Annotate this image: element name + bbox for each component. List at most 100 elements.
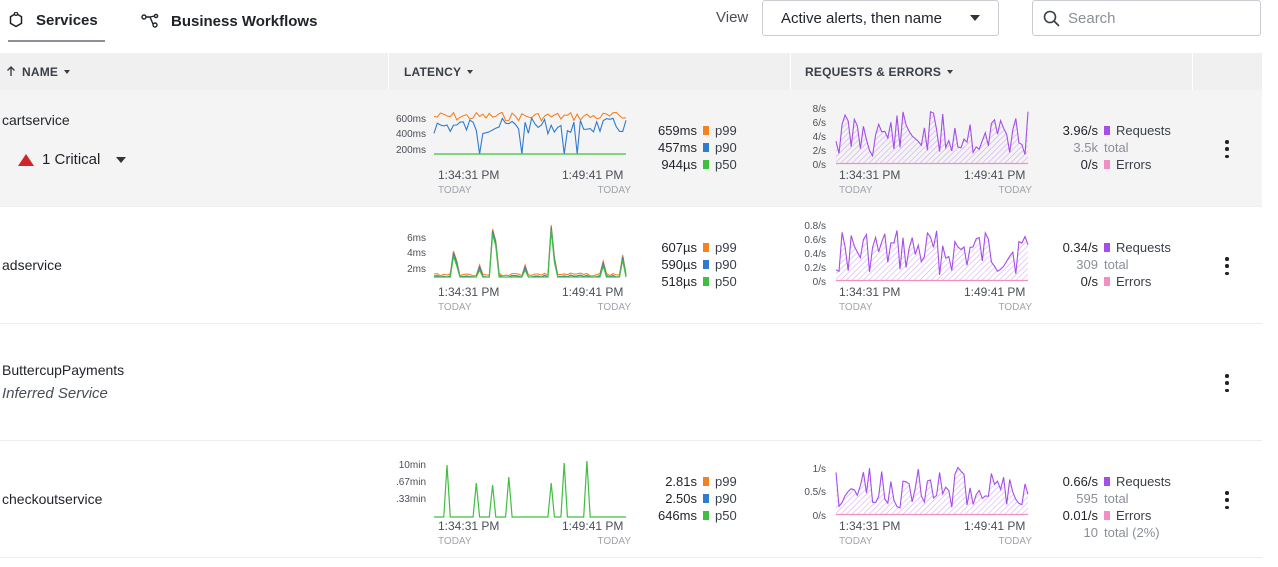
search-icon: [1043, 10, 1060, 26]
view-dropdown[interactable]: Active alerts, then name: [762, 0, 999, 36]
errors-total-label: total (2%): [1104, 525, 1160, 540]
legend-errors: 0/s Errors: [1046, 273, 1171, 290]
x-tick-sublabel: TODAY: [998, 185, 1032, 196]
requests-legend: 0.66/s Requests 595 total 0.01/s Errors 10 t…: [1046, 473, 1171, 541]
x-tick-label: 1:34:31 PM: [438, 519, 499, 533]
requests-swatch: [1104, 243, 1110, 252]
column-divider: [790, 53, 791, 90]
service-name[interactable]: cartservice: [2, 112, 70, 128]
requests-area: [836, 230, 1028, 281]
table-row[interactable]: checkoutservice 10min .67min .33min 1:34…: [0, 441, 1262, 558]
column-divider: [1192, 53, 1193, 90]
p99-label: p99: [715, 240, 737, 255]
service-name[interactable]: adservice: [2, 257, 62, 273]
y-tick-label: 4/s: [813, 132, 826, 143]
alert-badge[interactable]: 1 Critical: [18, 151, 127, 168]
caret-down-icon: [467, 69, 474, 74]
requests-area: [836, 111, 1028, 164]
x-tick-label: 1:34:31 PM: [839, 519, 900, 533]
services-hexagon-icon: [9, 12, 23, 28]
service-subtitle: Inferred Service: [2, 385, 108, 402]
x-tick-label: 1:49:41 PM: [964, 519, 1025, 533]
column-header-latency[interactable]: LATENCY: [404, 53, 474, 90]
service-name[interactable]: checkoutservice: [2, 491, 103, 507]
p50-value: 646ms: [657, 508, 697, 523]
y-tick-label: 4ms: [407, 248, 426, 259]
critical-triangle-icon: [18, 153, 34, 166]
requests-chart[interactable]: 1/s 0.5/s 0/s 1:34:31 PM 1:49:41 PM TODA…: [792, 455, 1042, 550]
latency-chart[interactable]: 10min .67min .33min 1:34:31 PM 1:49:41 P…: [390, 455, 640, 550]
legend-total: 309 total: [1046, 256, 1171, 273]
row-menu-icon[interactable]: [1220, 255, 1234, 277]
tab-services[interactable]: Services: [8, 0, 105, 42]
legend-p99: 2.81s p99: [647, 473, 737, 490]
y-tick-label: 2ms: [407, 264, 426, 275]
p50-swatch: [703, 277, 709, 286]
y-tick-label: 6/s: [813, 118, 826, 129]
x-tick-sublabel: TODAY: [438, 536, 472, 547]
column-header-requests[interactable]: REQUESTS & ERRORS: [805, 53, 954, 90]
x-tick-sublabel: TODAY: [998, 536, 1032, 547]
y-tick-label: 0.2/s: [804, 263, 826, 274]
search-box[interactable]: [1032, 0, 1261, 36]
requests-rate: 3.96/s: [1062, 123, 1098, 138]
row-menu-icon[interactable]: [1220, 372, 1234, 394]
column-header-name[interactable]: NAME: [6, 53, 71, 90]
errors-rate: 0/s: [1080, 274, 1098, 289]
x-tick-sublabel: TODAY: [597, 536, 631, 547]
latency-p90-line: [433, 116, 627, 155]
x-tick-label: 1:49:41 PM: [964, 285, 1025, 299]
y-tick-label: 8/s: [813, 104, 826, 115]
errors-label: Errors: [1116, 508, 1152, 523]
table-row[interactable]: ButtercupPayments Inferred Service: [0, 324, 1262, 441]
legend-p90: 590µs p90: [647, 256, 736, 273]
table-row[interactable]: adservice 6ms 4ms 2ms 1:34:31 PM 1:49:41…: [0, 207, 1262, 324]
requests-total-label: total: [1104, 491, 1129, 506]
requests-chart[interactable]: 8/s 6/s 4/s 2/s 0/s 1:34:31 PM 1:49:41 P…: [792, 104, 1042, 199]
requests-label: Requests: [1116, 240, 1171, 255]
top-bar: Services Business Workflows View Active …: [0, 0, 1278, 50]
p99-value: 659ms: [657, 123, 697, 138]
legend-p50: 518µs p50: [647, 273, 736, 290]
legend-p99: 607µs p99: [647, 239, 737, 256]
y-tick-label: 0/s: [813, 511, 826, 522]
tab-services-label: Services: [36, 11, 98, 29]
legend-errors: 0.01/s Errors: [1046, 507, 1171, 524]
y-tick-label: 1/s: [813, 464, 826, 475]
errors-total: 10: [1083, 525, 1098, 540]
y-tick-label: 0.5/s: [804, 487, 826, 498]
errors-rate: 0/s: [1080, 157, 1098, 172]
p99-label: p99: [715, 123, 737, 138]
p50-label: p50: [715, 508, 737, 523]
latency-chart[interactable]: 6ms 4ms 2ms 1:34:31 PM 1:49:41 PM TODAY …: [390, 221, 640, 316]
x-tick-label: 1:49:41 PM: [562, 285, 623, 299]
x-tick-label: 1:34:31 PM: [438, 168, 499, 182]
service-name[interactable]: ButtercupPayments: [2, 362, 125, 378]
p90-label: p90: [715, 491, 737, 506]
latency-p50-line: [434, 229, 627, 278]
requests-line: [835, 111, 1029, 158]
y-tick-label: 0.8/s: [804, 221, 826, 232]
row-menu-icon[interactable]: [1220, 489, 1234, 511]
legend-total: 595 total: [1046, 490, 1171, 507]
tab-business-workflows-label: Business Workflows: [171, 12, 318, 30]
requests-total-label: total: [1104, 140, 1129, 155]
x-tick-sublabel: TODAY: [438, 185, 472, 196]
column-divider: [388, 53, 389, 90]
search-input[interactable]: [1068, 9, 1238, 27]
latency-p99-line: [433, 111, 627, 123]
requests-total: 3.5k: [1073, 140, 1098, 155]
alert-count: 1 Critical: [42, 151, 101, 168]
tab-business-workflows[interactable]: Business Workflows: [141, 0, 317, 42]
legend-p50: 646ms p50: [647, 507, 737, 524]
errors-swatch: [1104, 277, 1110, 286]
x-tick-label: 1:49:41 PM: [964, 168, 1025, 182]
latency-legend: 659ms p99 457ms p90 944µs p50: [647, 122, 737, 173]
latency-chart[interactable]: 600ms 400ms 200ms 1:34:31 PM 1:49:41 PM …: [390, 104, 640, 199]
p99-swatch: [703, 243, 709, 252]
p50-value: 518µs: [661, 274, 697, 289]
requests-chart[interactable]: 0.8/s 0.6/s 0.4/s 0.2/s 0/s 1:34:31 PM 1…: [792, 221, 1042, 316]
row-menu-icon[interactable]: [1220, 138, 1234, 160]
legend-p90: 2.50s p90: [647, 490, 737, 507]
table-row[interactable]: cartservice 1 Critical 600ms 400ms 200ms…: [0, 90, 1262, 207]
